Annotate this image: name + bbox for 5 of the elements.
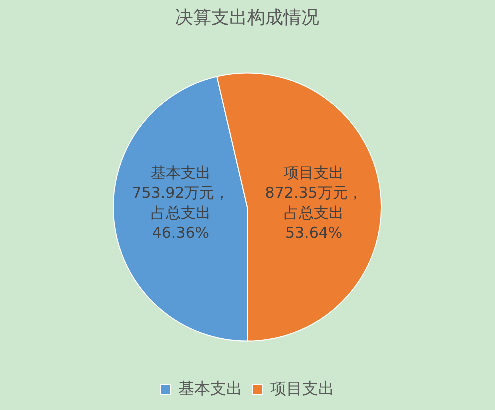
data-label: 基本支出753.92万元，占总支出46.36% [132,164,230,242]
legend-label: 基本支出 [178,379,242,398]
legend-label: 项目支出 [270,379,334,398]
chart-title: 决算支出构成情况 [176,7,320,28]
data-label: 项目支出872.35万元，占总支出53.64% [265,164,363,242]
